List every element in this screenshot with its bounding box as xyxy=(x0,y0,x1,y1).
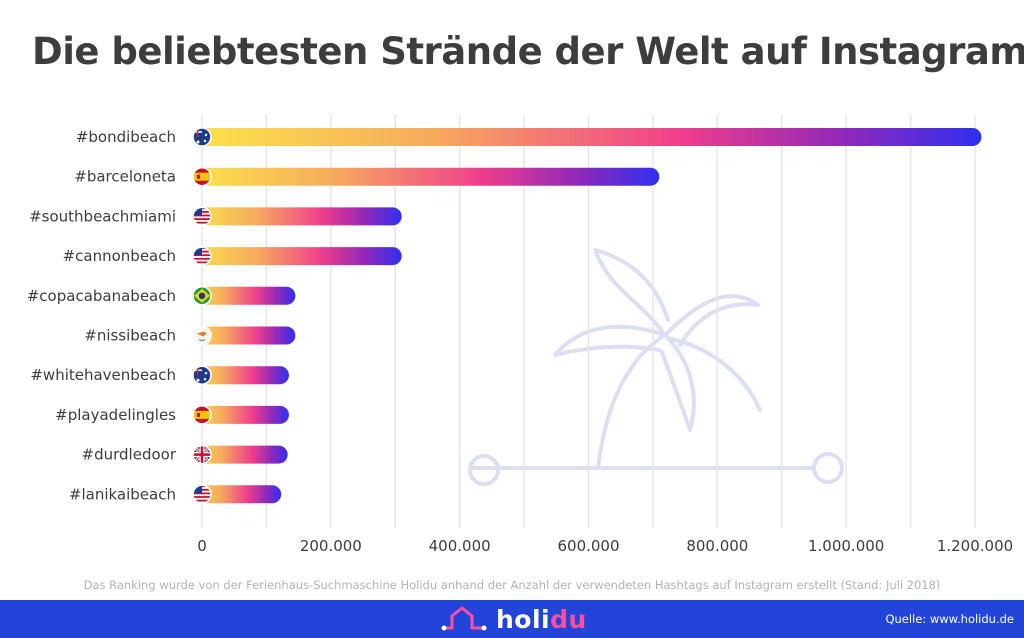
flag-usa-icon xyxy=(192,246,212,266)
flag-australia-icon xyxy=(192,365,212,385)
x-tick-label: 400.000 xyxy=(429,537,491,555)
category-label: #playadelingles xyxy=(55,406,176,424)
chart-title: Die beliebtesten Strände der Welt auf In… xyxy=(32,30,1024,73)
bar xyxy=(193,286,296,305)
category-label: #cannonbeach xyxy=(63,247,176,265)
source-footnote: Das Ranking wurde von der Ferienhaus-Suc… xyxy=(83,578,941,592)
flag-usa-icon xyxy=(192,484,212,505)
house-icon xyxy=(441,606,487,631)
palm-watermark-icon xyxy=(468,248,844,486)
bar xyxy=(193,405,289,424)
flag-uk-icon xyxy=(192,444,212,465)
category-label: #durdledoor xyxy=(82,446,177,464)
brand-name: holidu xyxy=(496,605,587,634)
flag-usa-icon xyxy=(192,206,212,227)
flag-cyprus-icon xyxy=(192,325,212,346)
category-label: #lanikaibeach xyxy=(69,485,176,503)
category-label: #bondibeach xyxy=(76,128,176,146)
brand-main: holi xyxy=(496,604,551,634)
category-label: #nissibeach xyxy=(84,327,176,345)
bar-chart: #bondibeach #barceloneta #southbeachmiami #… xyxy=(27,115,1013,555)
bar xyxy=(193,167,660,186)
brand-accent: du xyxy=(550,604,587,634)
x-tick-label: 1.000.000 xyxy=(808,537,884,555)
x-tick-label: 600.000 xyxy=(557,537,619,555)
holidu-logo[interactable]: holidu xyxy=(440,604,587,634)
bar xyxy=(193,326,296,345)
flag-australia-icon xyxy=(192,127,212,147)
x-tick-label: 200.000 xyxy=(300,537,362,555)
category-label: #copacabanabeach xyxy=(27,287,176,305)
x-tick-label: 0 xyxy=(197,537,207,555)
bar xyxy=(193,445,288,464)
bar xyxy=(193,128,982,146)
category-label: #whitehavenbeach xyxy=(30,366,176,384)
flag-spain-icon xyxy=(192,166,212,187)
flag-spain-icon xyxy=(192,405,212,425)
bar xyxy=(193,247,402,266)
flag-brazil-icon xyxy=(192,286,212,306)
bar xyxy=(193,207,402,226)
x-tick-label: 800.000 xyxy=(686,537,748,555)
bar xyxy=(193,366,289,385)
footer-bar: holidu Quelle: www.holidu.de xyxy=(0,600,1024,638)
category-label: #southbeachmiami xyxy=(29,207,176,225)
category-label: #barceloneta xyxy=(74,168,176,186)
x-tick-label: 1.200.000 xyxy=(937,537,1013,555)
bar xyxy=(193,485,282,504)
source-link[interactable]: Quelle: www.holidu.de xyxy=(885,612,1014,626)
